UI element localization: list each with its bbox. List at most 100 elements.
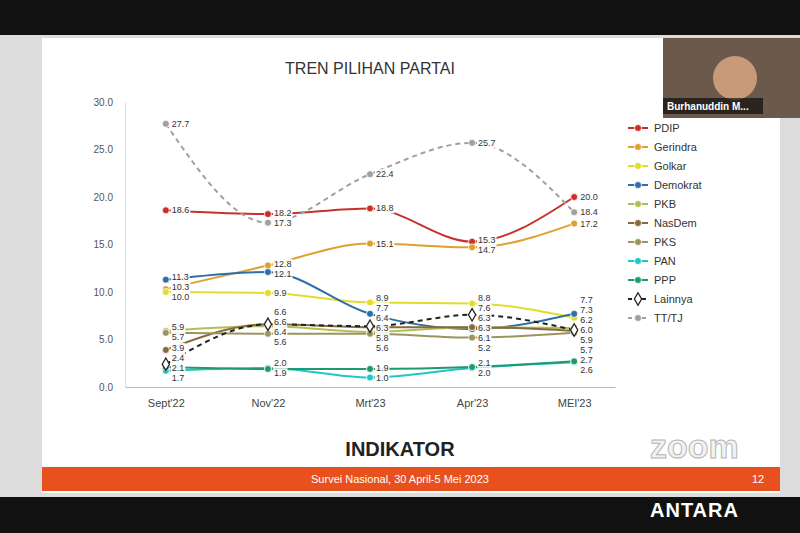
data-label: 7.6 [478,303,491,313]
legend: PDIPGerindraGolkarDemokratPKBNasDemPKSPA… [628,122,702,324]
y-tick: 30.0 [94,97,125,108]
data-label-group: 15.1 [375,239,395,249]
data-label-background [375,203,395,213]
series-marker [571,358,578,365]
data-label-group: 22.4 [375,169,395,179]
data-label: 5.9 [172,322,185,332]
data-label-background [375,343,390,353]
data-label-group: 6.3 [477,323,492,333]
data-label-background [273,208,293,218]
series-marker [264,289,271,296]
data-label-background [375,169,395,179]
data-label-background [579,365,594,375]
legend-item: PDIP [628,122,680,134]
data-label: 6.6 [274,307,287,317]
data-label-group: 18.6 [171,205,191,215]
slide-background [42,38,780,493]
data-label-group: 8.9 [375,293,390,303]
series-marker [264,318,271,330]
legend-swatch-marker [635,239,642,246]
series-marker [469,139,476,146]
data-label-group: 17.2 [579,219,599,229]
data-label: 7.3 [580,305,593,315]
data-label-background [171,322,186,332]
legend-swatch-marker [635,201,642,208]
data-label: 8.8 [478,293,491,303]
data-label: 17.2 [580,219,598,229]
data-label-group: 1.9 [273,368,288,378]
data-label: 2.1 [478,358,491,368]
series-marker [366,320,373,332]
series-line [166,124,574,223]
data-label: 18.8 [376,203,394,213]
data-label: 17.3 [274,218,292,228]
data-label-group: 2.6 [579,365,594,375]
data-label-group: 10.0 [171,292,191,302]
data-label: 2.7 [580,355,593,365]
data-label-group: 6.3 [477,313,492,323]
screen-background [0,0,800,533]
x-tick-label: Sept'22 [148,397,185,409]
data-label-background [477,138,497,148]
x-tick-label: Apr'23 [457,397,488,409]
legend-item: PPP [628,274,676,286]
x-tick: Mrt'23 [355,387,385,409]
x-axis: Sept'22Nov'22Mrt'23Apr'23MEI'23 [126,387,616,409]
data-label-background [273,259,293,269]
data-label-background [579,207,599,217]
data-label-background [171,119,191,129]
data-label-group: 1.7 [171,373,186,383]
data-label: 7.7 [376,303,389,313]
series-line [166,315,574,364]
data-label-group: 27.7 [171,119,191,129]
legend-swatch-marker [635,163,642,170]
legend-swatch-marker [635,125,642,132]
data-label-group: 20.0 [579,192,599,202]
data-label-background [375,323,390,333]
data-label-background [579,335,594,345]
y-tick-label: 5.0 [99,334,113,345]
data-label: 12.8 [274,259,292,269]
data-label: 6.3 [478,313,491,323]
data-label-group: 2.7 [579,355,594,365]
series-marker [162,276,169,283]
data-label-group: 18.2 [273,208,293,218]
data-label-group: 7.3 [579,305,594,315]
series-marker [367,171,374,178]
series-marker [469,324,476,331]
legend-label: PPP [654,274,676,286]
series-marker [162,120,169,127]
data-label: 5.6 [274,337,287,347]
series-marker [469,334,476,341]
data-label-background [477,358,492,368]
data-label: 6.4 [376,313,389,323]
data-label-background [171,292,191,302]
data-label-group: 7.7 [375,303,390,313]
legend-label: PKS [654,236,676,248]
y-tick: 10.0 [94,287,125,298]
data-label-group: 6.6 [273,317,288,327]
series-marker [367,365,374,372]
data-label-group: 2.1 [171,363,186,373]
x-tick-label: MEI'23 [558,397,592,409]
data-label-group: 6.0 [579,325,594,335]
series-marker [571,194,578,201]
data-label-background [375,313,390,323]
series-marker [367,205,374,212]
data-label: 9.9 [274,288,287,298]
data-label: 1.9 [376,363,389,373]
data-label-background [579,345,594,355]
data-label: 3.9 [172,343,185,353]
legend-item: PKS [628,236,676,248]
data-label: 5.9 [580,335,593,345]
data-label-background [477,368,492,378]
data-label: 6.6 [274,317,287,327]
data-label: 5.6 [376,343,389,353]
data-label: 8.9 [376,293,389,303]
data-label-group: 5.2 [477,343,492,353]
data-label-group: 25.7 [477,138,497,148]
data-label: 10.3 [172,282,190,292]
data-label-group: 1.9 [375,363,390,373]
legend-item: Golkar [628,160,687,172]
data-label-group: 18.4 [579,207,599,217]
